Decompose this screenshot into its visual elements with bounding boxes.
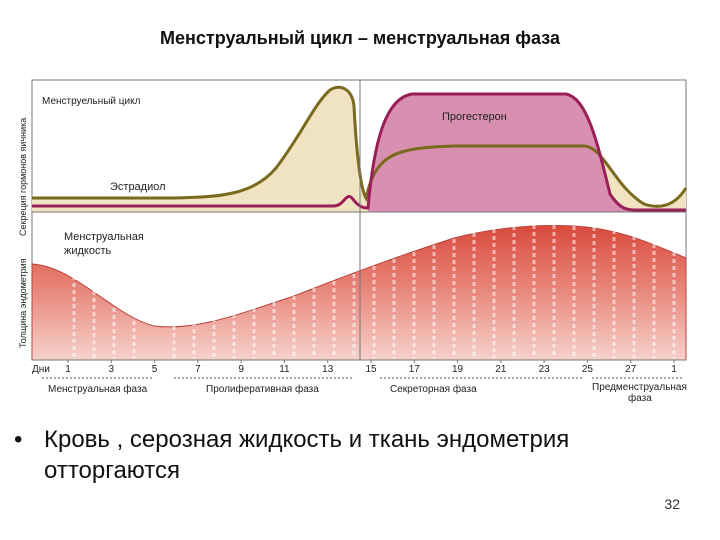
day-tick-label: 23 (539, 364, 551, 375)
premenstrual-phase-label-2: фаза (628, 392, 652, 404)
bullet-line-2: отторгаются (44, 457, 180, 484)
bullet-text: Кровь , серозная жидкость и ткань эндоме… (44, 424, 694, 486)
day-tick-label: 1 (65, 364, 71, 375)
day-tick-label: 17 (409, 364, 421, 375)
hormone-axis-label: Секреция гормонов яичника (18, 118, 28, 236)
day-tick-label: 9 (238, 364, 244, 375)
menstrual-fluid-label-2: жидкость (64, 245, 112, 257)
day-tick-label: 1 (671, 364, 677, 375)
progesterone-label: Прогестерон (442, 111, 507, 123)
day-ticks: 1 3 5 7 9 11 13 15 17 19 21 23 25 27 1 (65, 360, 677, 375)
premenstrual-phase-label-1: Предменструальная (592, 382, 687, 393)
day-tick-label: 27 (625, 364, 637, 375)
estradiol-label: Эстрадиол (110, 181, 166, 193)
slide-title: Менструальный цикл – менструальная фаза (159, 28, 561, 48)
estradiol-curve (32, 85, 688, 208)
day-tick-label: 13 (322, 364, 334, 375)
endometrium-axis-label: Толщина эндометрия (18, 258, 28, 348)
proliferative-phase-label: Пролиферативная фаза (206, 383, 319, 395)
day-tick-label: 21 (495, 364, 507, 375)
endometrium-glands (72, 225, 676, 358)
menstrual-phase-label: Менструальная фаза (48, 383, 148, 395)
bullet-dot: • (14, 426, 23, 453)
progesterone-curve (32, 92, 686, 212)
bullet-line-1: Кровь , серозная жидкость и ткань эндоме… (44, 426, 570, 453)
day-tick-label: 25 (582, 364, 594, 375)
secretory-phase-label: Секреторная фаза (390, 383, 477, 395)
day-tick-label: 19 (452, 364, 464, 375)
cycle-label: Менструельный цикл (42, 96, 141, 107)
days-label: Дни (32, 364, 50, 375)
endometrium-tissue (31, 225, 687, 361)
menstrual-cycle-figure: Менструельный цикл Эстрадиол Прогестерон… (18, 79, 688, 404)
day-tick-label: 5 (152, 364, 158, 375)
day-tick-label: 3 (109, 364, 115, 375)
day-tick-label: 7 (195, 364, 201, 375)
progesterone-area (368, 94, 634, 212)
day-tick-label: 11 (279, 364, 290, 375)
page-number: 32 (664, 496, 680, 512)
day-tick-label: 15 (365, 364, 377, 375)
menstrual-fluid-label-1: Менструальная (64, 231, 144, 243)
